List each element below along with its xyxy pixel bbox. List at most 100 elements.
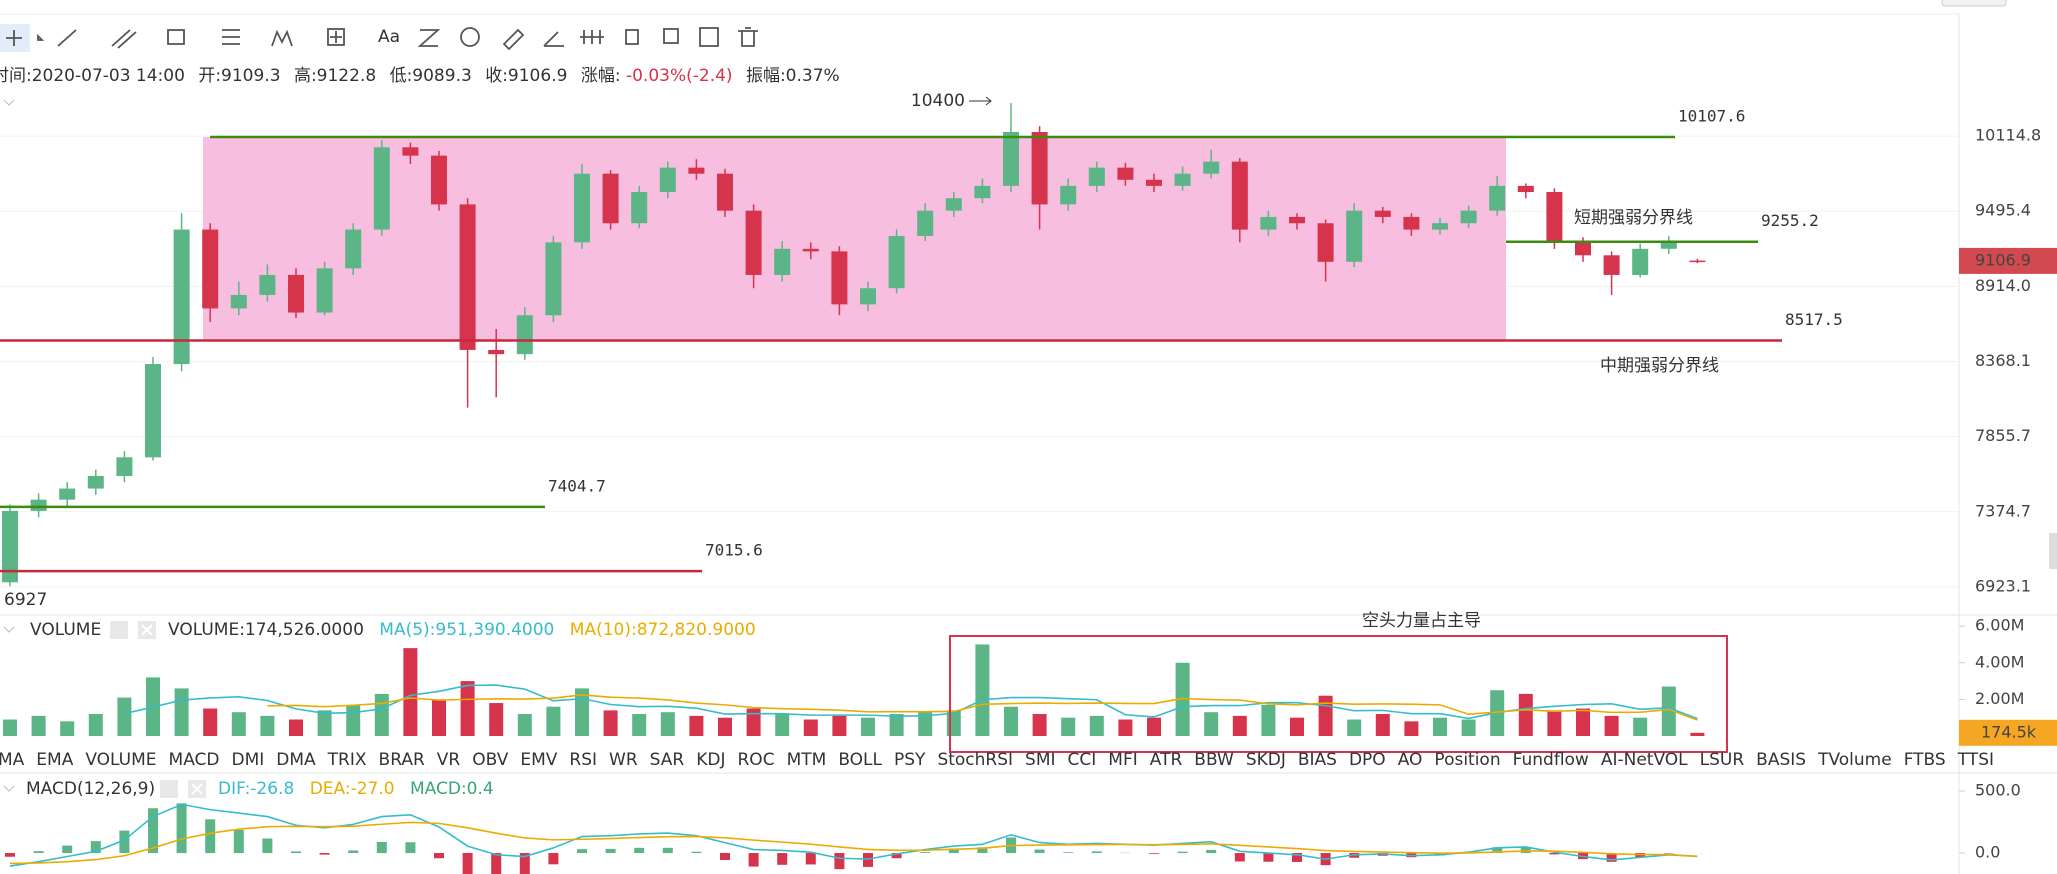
macd-bar bbox=[376, 841, 387, 854]
layout-tool[interactable] bbox=[699, 27, 719, 47]
indicator-tab[interactable]: MA bbox=[0, 750, 25, 770]
candle-body bbox=[1460, 210, 1477, 224]
macd-bar bbox=[1549, 853, 1560, 855]
volume-title: VOLUME bbox=[30, 620, 101, 640]
macd-bar bbox=[777, 853, 788, 865]
macd-bar bbox=[62, 845, 73, 854]
annotation-box bbox=[949, 635, 1728, 753]
candle-body bbox=[459, 204, 476, 350]
indicator-tab[interactable]: TRIX bbox=[327, 750, 367, 770]
indicator-tab[interactable]: EMA bbox=[36, 750, 73, 770]
indicator-tab[interactable]: MACD bbox=[169, 750, 220, 770]
settings-button[interactable] bbox=[110, 621, 128, 639]
candle-body bbox=[974, 185, 991, 199]
volume-bar bbox=[489, 703, 504, 736]
volume-bar bbox=[1547, 710, 1562, 736]
wave-tool[interactable] bbox=[271, 29, 293, 47]
volume-bar bbox=[1118, 719, 1133, 736]
pen-tool[interactable] bbox=[543, 31, 564, 47]
indicator-tab[interactable]: LSUR bbox=[1700, 750, 1745, 770]
candle-body bbox=[316, 268, 333, 313]
text-tool[interactable]: Aa bbox=[378, 27, 400, 47]
indicator-tab[interactable]: MFI bbox=[1108, 750, 1137, 770]
indicator-tab[interactable]: SAR bbox=[650, 750, 685, 770]
dif-value: DIF:-26.8 bbox=[218, 779, 294, 799]
collapse-icon[interactable] bbox=[3, 99, 15, 106]
macd-bar bbox=[5, 853, 15, 857]
indicator-tab[interactable]: PSY bbox=[894, 750, 926, 770]
delete-tool[interactable] bbox=[738, 27, 758, 47]
indicator-tab[interactable]: AO bbox=[1398, 750, 1423, 770]
candle-body bbox=[1088, 167, 1105, 186]
indicator-tab[interactable]: FTBS bbox=[1904, 750, 1946, 770]
indicator-tab[interactable]: Fundflow bbox=[1513, 750, 1589, 770]
y-tick-label: 7855.7 bbox=[1975, 426, 2031, 445]
volume-bar bbox=[861, 717, 875, 736]
indicator-tab[interactable]: TTSI bbox=[1957, 750, 1994, 770]
volume-bar bbox=[1347, 719, 1362, 736]
macd-bar bbox=[1063, 852, 1074, 854]
macd-plot bbox=[5, 803, 1703, 874]
volume-bar bbox=[832, 715, 847, 736]
indicator-tab[interactable]: SKDJ bbox=[1246, 750, 1286, 770]
shape-tool[interactable] bbox=[460, 27, 480, 47]
indicator-tab[interactable]: BOLL bbox=[838, 750, 882, 770]
macd-bar bbox=[1177, 851, 1188, 854]
last-volume: 174.5k bbox=[1981, 722, 2037, 741]
parallel-tool[interactable] bbox=[111, 29, 137, 49]
top-button[interactable] bbox=[1941, 0, 2007, 7]
line-tool[interactable] bbox=[57, 29, 77, 47]
indicator-tab[interactable]: WR bbox=[609, 750, 638, 770]
copy-tool[interactable] bbox=[663, 28, 679, 44]
scroll-handle[interactable] bbox=[2049, 533, 2057, 569]
brush-tool[interactable] bbox=[417, 29, 441, 47]
lock-tool[interactable] bbox=[625, 29, 639, 45]
fib-tool[interactable] bbox=[222, 29, 240, 45]
indicator-tab[interactable]: AI-NetVOL bbox=[1601, 750, 1688, 770]
candle-body bbox=[1374, 210, 1391, 217]
indicator-tab[interactable]: StochRSI bbox=[937, 750, 1013, 770]
indicator-tab[interactable]: ROC bbox=[738, 750, 775, 770]
collapse-icon[interactable] bbox=[3, 785, 15, 792]
indicator-tab[interactable]: BBW bbox=[1194, 750, 1234, 770]
candle-body bbox=[1060, 185, 1077, 205]
indicator-tab[interactable]: RSI bbox=[569, 750, 597, 770]
collapse-icon[interactable] bbox=[3, 626, 15, 633]
volume-bar bbox=[1032, 714, 1047, 736]
macd-bar bbox=[462, 853, 473, 874]
ruler-tool[interactable] bbox=[502, 28, 525, 51]
pattern-tool[interactable] bbox=[580, 30, 604, 44]
candle-body bbox=[30, 499, 47, 511]
indicator-tab[interactable]: BRAR bbox=[379, 750, 425, 770]
candle-body bbox=[1003, 131, 1019, 186]
macd-bar bbox=[634, 847, 645, 854]
rect-tool[interactable] bbox=[167, 29, 185, 45]
indicator-tab[interactable]: BASIS bbox=[1756, 750, 1806, 770]
indicator-tab[interactable]: VR bbox=[437, 750, 461, 770]
indicator-tab[interactable]: DMA bbox=[276, 750, 316, 770]
macd-bar bbox=[948, 848, 959, 854]
indicator-tab[interactable]: BIAS bbox=[1298, 750, 1337, 770]
indicator-tab[interactable]: TVolume bbox=[1817, 750, 1892, 770]
volume-bar bbox=[1175, 662, 1190, 736]
candle-body bbox=[488, 349, 505, 355]
indicator-tab[interactable]: CCI bbox=[1068, 750, 1097, 770]
measure-tool[interactable] bbox=[327, 28, 345, 46]
settings-button[interactable] bbox=[160, 780, 178, 798]
indicator-tab[interactable]: VOLUME bbox=[85, 750, 156, 770]
candle-body bbox=[87, 475, 104, 489]
volume-bar bbox=[1147, 717, 1161, 736]
indicator-tab[interactable]: SMI bbox=[1025, 750, 1055, 770]
indicator-tab[interactable]: Position bbox=[1434, 750, 1500, 770]
measure-icon bbox=[330, 31, 342, 43]
indicator-tab[interactable]: OBV bbox=[472, 750, 509, 770]
indicator-tab[interactable]: DPO bbox=[1349, 750, 1386, 770]
volume-bar bbox=[1518, 693, 1533, 736]
indicator-tab[interactable]: KDJ bbox=[696, 750, 725, 770]
indicator-tab[interactable]: EMV bbox=[520, 750, 557, 770]
indicator-tab[interactable]: MTM bbox=[787, 750, 827, 770]
indicator-tab[interactable]: ATR bbox=[1150, 750, 1183, 770]
indicator-tab[interactable]: DMI bbox=[232, 750, 265, 770]
volume-bar bbox=[775, 714, 790, 736]
